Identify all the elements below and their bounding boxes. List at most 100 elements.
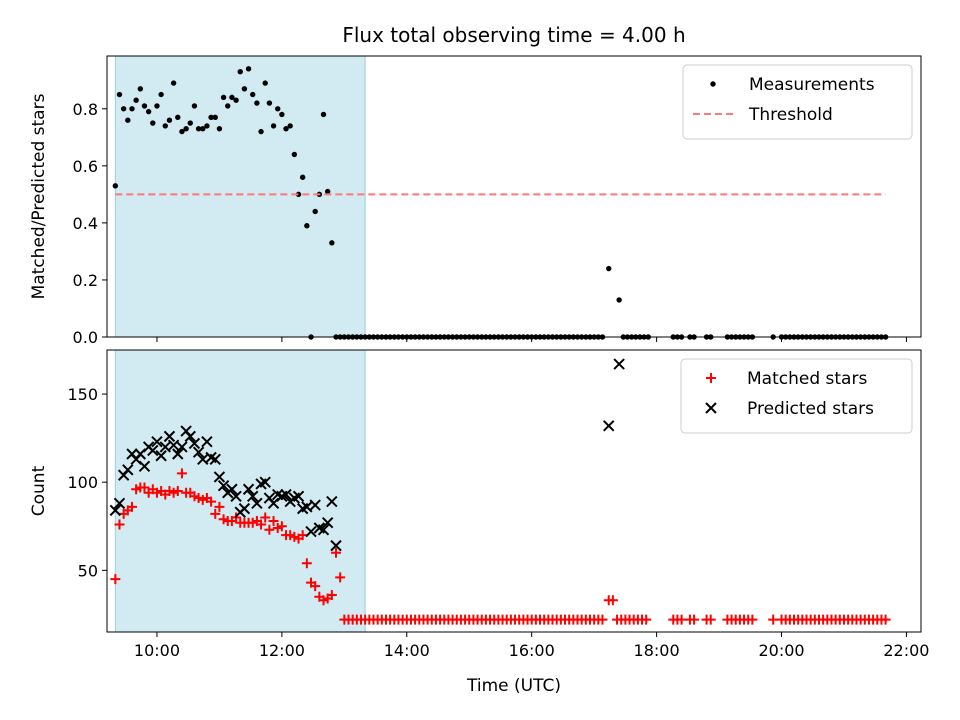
predicted-star-point (301, 501, 313, 513)
matched-star-point (607, 595, 618, 606)
predicted-star-point (113, 497, 126, 510)
predicted-star-point (159, 441, 171, 453)
matched-star-point (297, 530, 308, 541)
measurement-point (254, 100, 260, 106)
matched-star-point (689, 614, 700, 625)
measurement-point (283, 126, 289, 132)
matched-star-point (276, 521, 287, 532)
measurement-point (158, 91, 164, 98)
legend-label: Predicted stars (747, 399, 874, 419)
x-tick-label: 14:00 (384, 641, 430, 660)
predicted-star-point (321, 517, 334, 529)
y-tick-label: 0.0 (73, 328, 98, 347)
legend: Matched stars Predicted stars (680, 358, 913, 434)
matched-star-point (268, 515, 279, 526)
measurement-point (120, 106, 127, 112)
predicted-star-point (326, 495, 338, 508)
legend-predicted-swatch (705, 402, 717, 414)
x-tick-label: 20:00 (758, 641, 804, 660)
measurement-point (179, 128, 185, 135)
predicted-star-point (247, 490, 259, 502)
measurement-point (266, 100, 273, 106)
predicted-star-point (317, 524, 330, 536)
legend-label: Matched stars (747, 369, 867, 389)
matched-star-point (331, 547, 342, 558)
x-tick-label: 12:00 (259, 641, 305, 660)
matched-star-point (326, 589, 337, 600)
y-axis-label: Count (29, 465, 49, 516)
axes-frame (106, 349, 922, 633)
measurement-point (241, 86, 248, 92)
predicted-star-point (176, 441, 188, 453)
y-tick-label: 50 (78, 561, 98, 580)
matched-star-point (172, 486, 183, 496)
measurement-point (154, 103, 160, 109)
measurement-point (279, 111, 285, 118)
predicted-star-point (251, 497, 263, 510)
matched-star-point (206, 496, 217, 507)
y-tick-label: 0.2 (73, 271, 98, 290)
predicted-star-point (280, 488, 292, 501)
measurement-point (304, 223, 310, 229)
measurement-point (275, 106, 281, 112)
measurement-point (287, 123, 293, 129)
axes-frame (106, 55, 922, 338)
x-tick-label: 18:00 (634, 641, 680, 660)
measurement-point (162, 123, 168, 129)
measurement-point (170, 80, 177, 86)
measurement-point (145, 108, 152, 115)
measurement-point (324, 188, 331, 195)
predicted-star-point (109, 504, 122, 517)
legend-label: Threshold (748, 105, 833, 125)
y-tick-label: 150 (67, 385, 98, 404)
measurement-point (137, 86, 144, 92)
predicted-star-point (217, 480, 230, 492)
x-axis-label: Time (UTC) (466, 676, 561, 696)
predicted-star-point (226, 483, 238, 495)
matched-star-point (705, 614, 716, 625)
matched-star-point (260, 512, 271, 523)
measurement-point (299, 174, 306, 180)
observing-span (114, 55, 366, 338)
matched-star-point (210, 508, 221, 519)
measurement-point (237, 68, 243, 75)
series-group (112, 66, 889, 340)
y-tick-label: 0.8 (73, 100, 98, 119)
measurement-point (125, 117, 131, 123)
measurement-point (116, 91, 123, 98)
predicted-star-point (184, 430, 196, 443)
matched-star-point (139, 482, 150, 493)
predicted-star-point (167, 439, 180, 451)
matched-star-point (747, 614, 758, 625)
figure-title: Flux total observing time = 4.00 h (342, 23, 685, 47)
measurement-point (312, 208, 318, 215)
measurement-point (329, 240, 335, 246)
measurement-point (204, 123, 210, 129)
predicted-star-point (163, 430, 176, 443)
predicted-star-point (330, 539, 342, 552)
predicted-star-point (197, 453, 209, 465)
measurement-point (208, 114, 214, 121)
legend-label: Measurements (749, 75, 875, 95)
predicted-star-point (259, 476, 271, 488)
measurement-point (129, 106, 135, 112)
measurement-point (195, 126, 202, 132)
predicted-star-point (242, 483, 255, 495)
predicted-star-point (151, 435, 163, 448)
measurement-point (320, 111, 327, 118)
measurement-point (183, 126, 189, 132)
matched-star-point (110, 574, 121, 585)
matched-star-point (214, 501, 225, 512)
matched-star-point (880, 614, 891, 625)
predicted-star-point (305, 525, 317, 538)
measurement-point (233, 97, 239, 103)
legend-box (682, 64, 913, 140)
matched-star-point (641, 614, 652, 625)
predicted-star-point (603, 420, 615, 432)
predicted-star-point (213, 471, 226, 483)
measurement-point (112, 183, 119, 189)
matched-star-point (256, 519, 267, 530)
ratio-panel: 0.0 0.2 0.4 0.6 0.8 Matched/Predicted stars Me… (29, 55, 922, 347)
predicted-star-point (188, 437, 201, 450)
